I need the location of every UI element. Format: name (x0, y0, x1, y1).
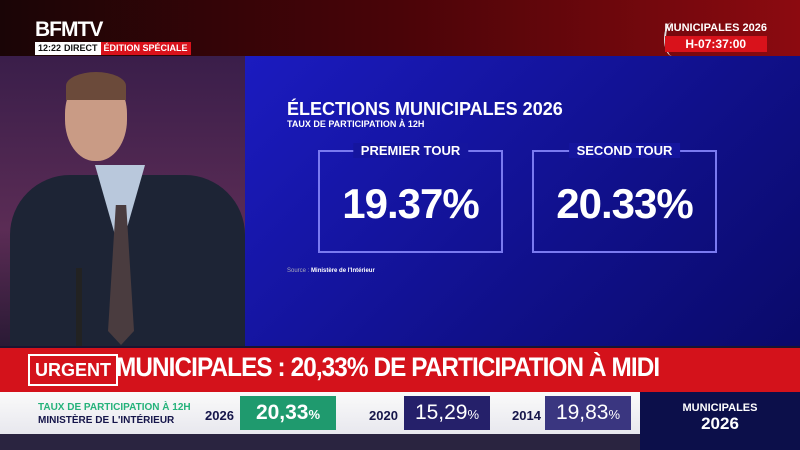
year-label: 2026 (205, 408, 234, 423)
panel-title: ÉLECTIONS MUNICIPALES 2026 (287, 99, 563, 119)
round-value: 20.33% (556, 180, 693, 227)
stat-unit: % (608, 407, 621, 422)
logo-line2: 2026 (701, 414, 739, 433)
countdown-timer: H-07:37:00 (664, 36, 767, 52)
stat-value: 19,83 (555, 401, 609, 424)
urgent-headline: MUNICIPALES : 20,33% DE PARTICIPATION À … (116, 352, 660, 382)
studio-floor (0, 434, 640, 450)
panel-subtitle: TAUX DE PARTICIPATION À 12H (287, 119, 425, 129)
lower-source: MINISTÈRE DE L'INTÉRIEUR (38, 415, 175, 426)
results-panel (245, 56, 800, 346)
edition-label: ÉDITION SPÉCIALE (100, 42, 191, 55)
stat-unit: % (467, 407, 480, 422)
event-title: MUNICIPALES 2026 (664, 22, 768, 34)
second-round-box: SECOND TOUR 20.33% (532, 143, 717, 253)
source: Source : Ministère de l'Intérieur (287, 268, 375, 274)
stat-value: 20,33 (255, 401, 309, 424)
clock: 12:22 (35, 42, 65, 55)
round-label: SECOND TOUR (568, 143, 681, 158)
logo-line1: MUNICIPALES (682, 402, 758, 414)
microphone (76, 268, 82, 346)
channel-logo: BFMTV (35, 18, 103, 41)
round-value: 19.37% (342, 180, 479, 227)
lower-title: TAUX DE PARTICIPATION À 12H (38, 402, 191, 413)
source-label: Source : (287, 268, 310, 274)
live-strap: 12:22 DIRECT ÉDITION SPÉCIALE (35, 42, 191, 55)
live-label: DIRECT (64, 42, 101, 55)
year-label: 2014 (512, 408, 541, 423)
municipales-logo: MUNICIPALES 2026 (640, 392, 800, 450)
round-label: PREMIER TOUR (352, 143, 469, 158)
stat-2020: 15,29% (404, 396, 490, 430)
presenter-hair (66, 72, 126, 100)
stat-value: 15,29 (414, 401, 468, 424)
year-label: 2020 (369, 408, 398, 423)
first-round-box: PREMIER TOUR 19.37% (318, 143, 503, 253)
stat-2014: 19,83% (545, 396, 631, 430)
stat-2026: 20,33% (240, 396, 336, 430)
source-name: Ministère de l'Intérieur (311, 268, 375, 274)
urgent-band (0, 348, 800, 392)
countdown: MUNICIPALES 2026 H-07:37:00 (664, 22, 768, 52)
stat-unit: % (308, 407, 321, 422)
urgent-badge: URGENT (28, 354, 118, 386)
